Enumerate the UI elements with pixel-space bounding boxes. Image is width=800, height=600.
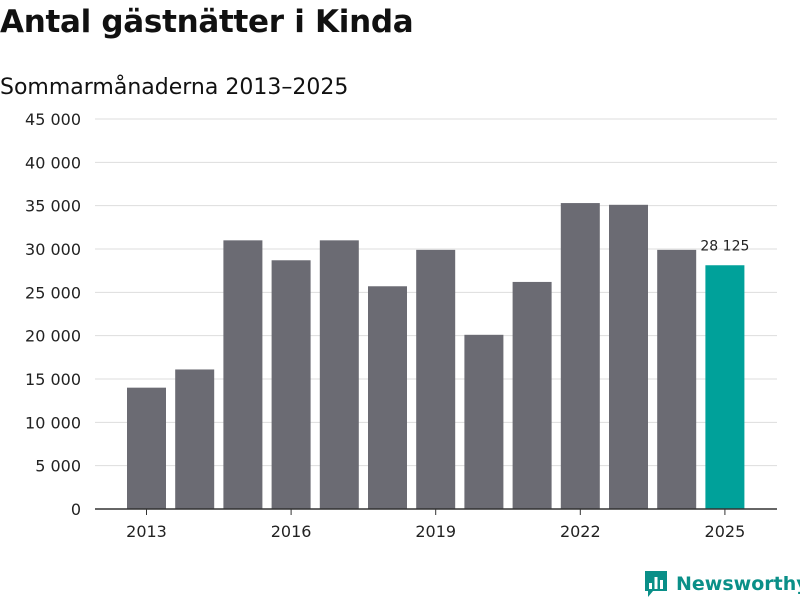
- x-tick-label: 2013: [126, 522, 167, 541]
- bar: [271, 260, 311, 509]
- y-tick-label: 35 000: [25, 197, 81, 216]
- bar: [175, 369, 215, 509]
- y-tick-label: 45 000: [25, 110, 81, 129]
- bar: [319, 240, 359, 510]
- bar: [657, 249, 697, 509]
- bar: [368, 286, 407, 509]
- bar: [512, 281, 552, 509]
- x-tick-label: 2022: [560, 522, 601, 541]
- bar: [416, 249, 456, 509]
- brand-logo: Newsworthy: [644, 570, 800, 598]
- y-tick-label: 40 000: [25, 153, 81, 172]
- bar: [609, 204, 648, 510]
- y-tick-label: 20 000: [25, 327, 81, 346]
- bar-chart-icon: [645, 571, 667, 597]
- x-tick-label: 2025: [705, 522, 746, 541]
- chart-subtitle: Sommarmånaderna 2013–2025: [0, 75, 349, 100]
- y-tick-label: 0: [71, 500, 81, 519]
- y-tick-label: 15 000: [25, 370, 81, 389]
- y-tick-label: 30 000: [25, 240, 81, 259]
- y-tick-label: 25 000: [25, 283, 81, 302]
- bar: [464, 334, 504, 509]
- x-tick-label: 2019: [415, 522, 456, 541]
- data-label: 28 125: [700, 238, 749, 254]
- y-tick-label: 5 000: [35, 457, 81, 476]
- bar: [705, 265, 745, 509]
- bar: [560, 203, 600, 510]
- x-tick-label: 2016: [271, 522, 312, 541]
- y-tick-label: 10 000: [25, 413, 81, 432]
- brand-name: Newsworthy: [676, 573, 800, 595]
- bar: [223, 240, 263, 510]
- chart-title: Antal gästnätter i Kinda: [0, 4, 414, 40]
- bar: [127, 387, 166, 509]
